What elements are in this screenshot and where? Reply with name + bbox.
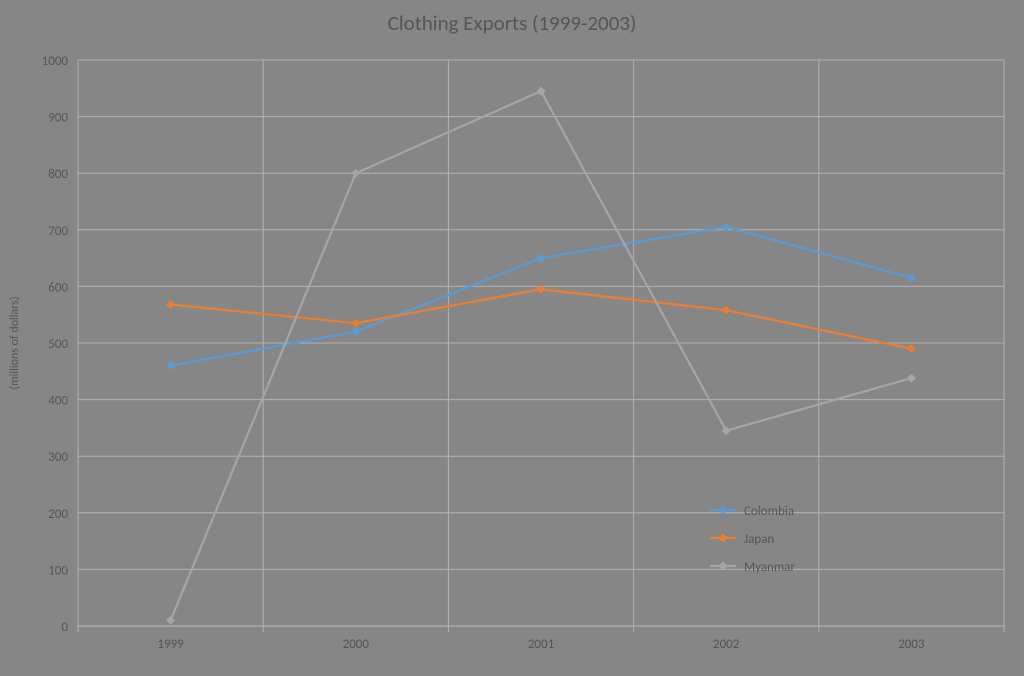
legend-label: Japan [744, 532, 774, 547]
y-tick-label: 400 [48, 394, 68, 409]
x-tick-label: 2000 [343, 637, 370, 652]
chart-background [0, 0, 1024, 676]
y-tick-label: 600 [48, 280, 68, 295]
y-tick-label: 1000 [42, 54, 69, 69]
x-tick-label: 2003 [898, 637, 925, 652]
x-tick-label: 2002 [713, 637, 740, 652]
chart-svg: 0 100 200 300 400 500 600 700 800 900 1000 1999 2000… [0, 0, 1024, 676]
y-tick-label: 0 [61, 620, 68, 635]
y-tick-label: 100 [48, 563, 68, 578]
legend-label: Myanmar [744, 560, 795, 575]
legend-label: Colombia [744, 504, 794, 519]
y-tick-label: 800 [48, 167, 68, 182]
y-tick-label: 500 [48, 337, 68, 352]
y-tick-label: 900 [48, 111, 68, 126]
x-tick-label: 2001 [528, 637, 554, 652]
chart-title: Clothing Exports (1999-2003) [388, 10, 637, 36]
y-tick-label: 700 [48, 224, 68, 239]
y-tick-label: 200 [48, 507, 68, 522]
chart-container: 0 100 200 300 400 500 600 700 800 900 1000 1999 2000… [0, 0, 1024, 676]
y-axis-label: (millions of dollars) [8, 296, 22, 389]
x-tick-label: 1999 [157, 637, 184, 652]
y-tick-label: 300 [48, 450, 68, 465]
